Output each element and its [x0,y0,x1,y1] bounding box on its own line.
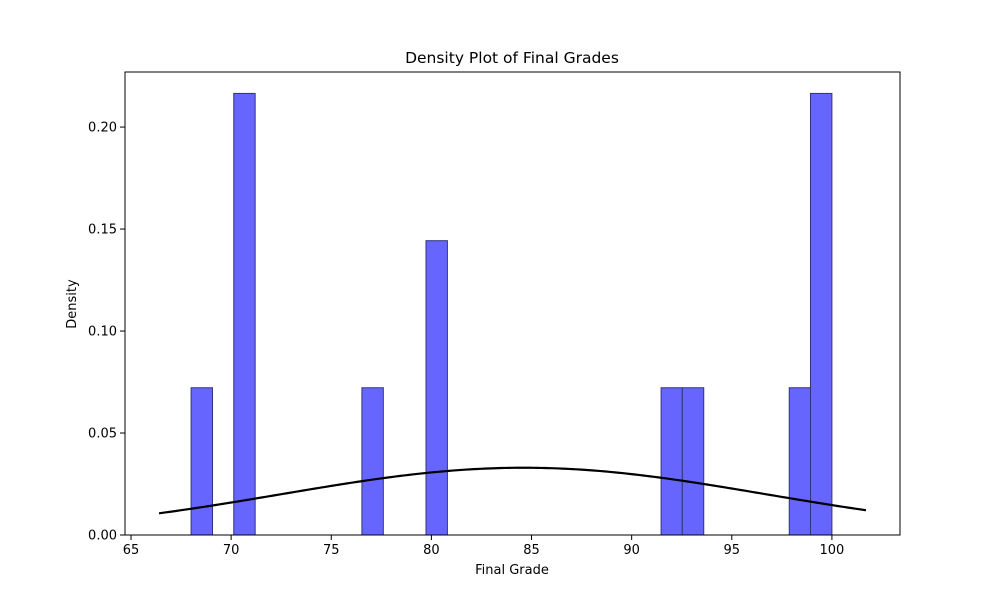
x-tick-label: 65 [123,543,140,558]
x-tick-label: 85 [523,543,540,558]
plot-frame [124,71,901,536]
x-tick-label: 80 [423,543,440,558]
x-axis-label: Final Grade [475,563,549,578]
histogram-bar-1 [190,387,214,536]
x-tick-label: 90 [623,543,640,558]
histogram-bar-2 [233,92,256,536]
chart-title: Density Plot of Final Grades [405,49,619,67]
x-tick-label: 70 [223,543,240,558]
y-axis-label: Density [65,279,80,329]
x-tick-label: 75 [323,543,340,558]
y-tick-label: 0.05 [88,427,117,442]
histogram-bar-3 [361,387,384,536]
histogram-bar-7 [788,387,811,536]
histogram-bar-5 [660,387,683,536]
y-tick-label: 0.00 [88,529,117,544]
histogram-bar-8 [809,92,833,536]
y-tick-label: 0.10 [88,325,117,340]
density-curve [158,466,867,515]
y-axis-ticks: 0.00 0.05 0.10 0.15 0.20 [88,121,125,544]
x-tick-label: 100 [819,543,844,558]
histogram-bar-4 [425,240,448,536]
histogram-bars [190,92,833,536]
y-tick-label: 0.20 [88,121,117,136]
y-tick-label: 0.15 [88,223,117,238]
x-tick-label: 95 [724,543,741,558]
x-axis-ticks: 65 70 75 80 85 90 95 100 [123,535,844,558]
histogram-bar-6 [681,387,705,536]
